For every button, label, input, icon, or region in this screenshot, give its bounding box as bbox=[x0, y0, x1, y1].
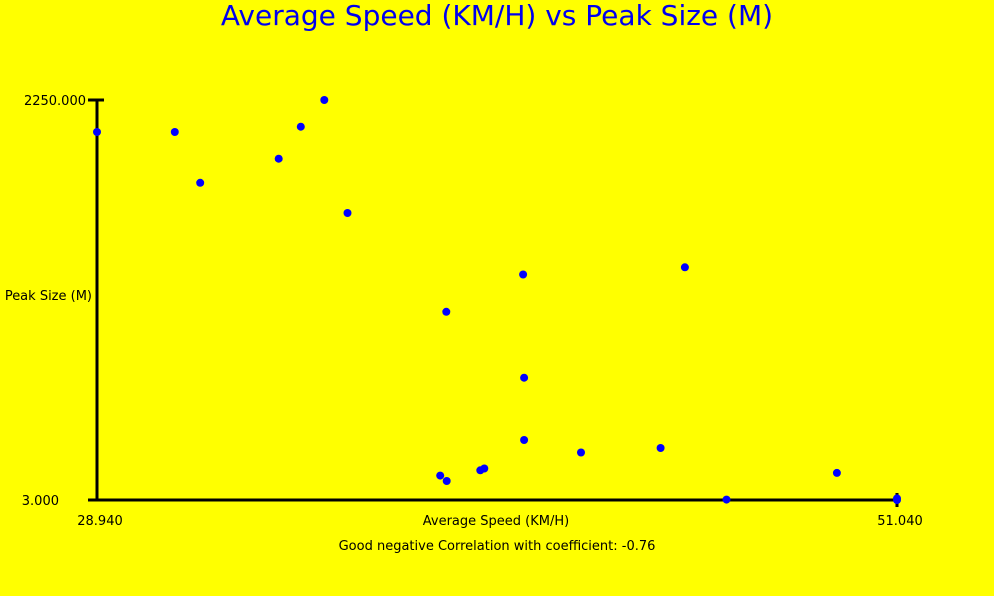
y-axis-label: Peak Size (M) bbox=[5, 289, 92, 304]
data-point-11 bbox=[480, 464, 489, 473]
y-tick-label-max: 2250.000 bbox=[24, 94, 86, 109]
data-point-14 bbox=[519, 270, 528, 279]
data-point-8 bbox=[442, 307, 451, 316]
data-point-15 bbox=[577, 448, 585, 457]
data-point-1 bbox=[170, 128, 179, 136]
correlation-caption: Good negative Correlation with coefficie… bbox=[339, 539, 656, 554]
data-point-12 bbox=[520, 436, 529, 444]
x-tick-label-max: 51.040 bbox=[877, 514, 923, 529]
chart-title: Average Speed (KM/H) vs Peak Size (M) bbox=[221, 0, 773, 32]
y-tick-label-min: 3.000 bbox=[22, 494, 59, 509]
data-point-13 bbox=[520, 373, 529, 382]
x-tick-label-min: 28.940 bbox=[77, 514, 123, 529]
data-point-17 bbox=[680, 263, 689, 272]
data-point-4 bbox=[296, 122, 305, 131]
data-point-0 bbox=[93, 128, 101, 136]
data-point-21 bbox=[893, 494, 901, 503]
data-point-18 bbox=[722, 495, 731, 504]
data-points bbox=[93, 96, 901, 504]
data-point-16 bbox=[656, 444, 665, 452]
data-point-5 bbox=[320, 96, 329, 104]
data-point-9 bbox=[442, 477, 451, 485]
data-point-2 bbox=[196, 178, 205, 187]
data-point-6 bbox=[343, 209, 352, 217]
data-point-3 bbox=[274, 154, 283, 163]
x-axis-label: Average Speed (KM/H) bbox=[423, 514, 569, 529]
data-point-19 bbox=[832, 468, 841, 477]
data-point-7 bbox=[436, 471, 445, 480]
